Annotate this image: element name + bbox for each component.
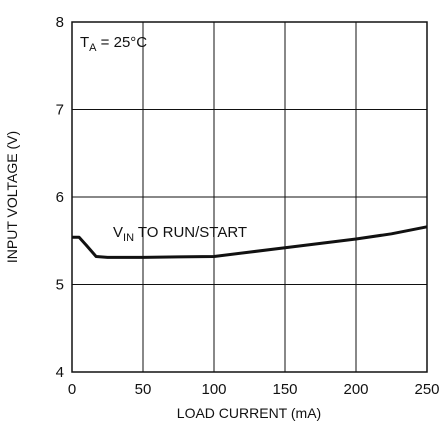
series-line [72, 225, 428, 259]
x-tick-label: 0 [68, 381, 76, 398]
temperature-annotation: TA = 25°C [80, 34, 147, 54]
y-tick-label: 4 [56, 364, 64, 381]
y-axis-label: INPUT VOLTAGE (V) [4, 131, 20, 263]
grid [72, 22, 427, 372]
curve-layer [72, 225, 428, 259]
x-tick-label: 200 [343, 381, 368, 398]
y-tick-label: 7 [56, 102, 64, 119]
curve-annotation: VIN TO RUN/START [113, 224, 247, 244]
y-tick-label: 6 [56, 189, 64, 206]
x-tick-label: 250 [414, 381, 439, 398]
x-tick-label: 50 [135, 381, 152, 398]
y-tick-labels: 4 5 6 7 8 [56, 14, 64, 381]
plot-frame [71, 21, 428, 373]
x-tick-label: 100 [201, 381, 226, 398]
x-tick-label: 150 [272, 381, 297, 398]
y-tick-label: 8 [56, 14, 64, 31]
x-axis-label: LOAD CURRENT (mA) [177, 405, 321, 421]
y-tick-label: 5 [56, 277, 64, 294]
x-tick-labels: 0 50 100 150 200 250 [68, 381, 440, 398]
